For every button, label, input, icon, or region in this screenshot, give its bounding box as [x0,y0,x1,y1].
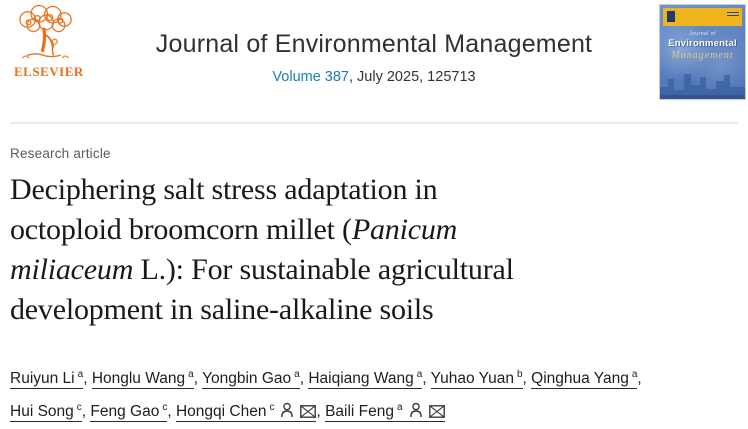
article-type-label: Research article [10,146,111,161]
cover-title-environmental: Environmental [668,38,737,49]
author-separator: , [81,402,91,420]
author-affiliation-sup: a [77,369,84,380]
author-link[interactable]: Baili Feng a [325,401,445,422]
author-person-icon[interactable] [280,402,294,418]
title-text: octoploid broomcorn millet ( [10,213,352,246]
title-text: Deciphering salt stress adaptation in [10,173,438,206]
author-link[interactable]: Honglu Wang a [91,369,194,390]
author-name: Baili Feng [325,402,394,420]
volume-link[interactable]: Volume 387 [272,68,349,85]
author-link[interactable]: Hongqi Chen c [175,401,317,422]
author-name: Feng Gao [90,402,160,420]
author-link[interactable]: Hui Song c [10,401,82,422]
author-separator: , [522,370,532,388]
author-person-icon[interactable] [409,402,423,418]
title-text: development in saline-alkaline soils [10,293,434,326]
article-main: Research article Deciphering salt stress… [10,146,738,426]
author-link[interactable]: Yuhao Yuan b [430,369,523,390]
author-link[interactable]: Qinghua Yang a [531,369,638,390]
title-species-italic: miliaceum [10,253,134,286]
cover-skyline-graphic [660,74,745,99]
journal-cover-thumbnail[interactable]: Journal of Environmental Management [659,4,746,100]
title-text: L.): For sustainable agricultural [133,253,514,286]
issue-suffix: , July 2025, 125713 [349,68,476,85]
author-separator: , [83,370,92,388]
author-name: Hongqi Chen [175,402,267,420]
cover-yellow-band [663,8,742,26]
author-name: Honglu Wang [91,370,186,388]
author-separator: , [422,370,431,388]
author-link[interactable]: Haiqiang Wang a [308,369,423,390]
author-name: Yuhao Yuan [430,370,514,388]
author-email-icon[interactable] [300,404,317,418]
author-separator: , [637,370,642,388]
cover-journal-of-label: Journal of [689,31,716,37]
title-species-italic: Panicum [351,213,458,246]
journal-header: Journal of Environmental Management Volu… [110,30,638,85]
elsevier-wordmark: ELSEVIER [14,64,84,79]
author-affiliation-sup: c [76,401,82,413]
author-affiliation-sup: b [516,369,523,380]
author-link[interactable]: Yongbin Gao a [202,369,300,390]
author-separator: , [316,402,326,420]
author-affiliation-sup: a [294,369,300,380]
header-divider [10,122,738,124]
author-name: Ruiyun Li [10,370,75,388]
author-name: Yongbin Gao [202,370,292,388]
author-affiliation-sup: a [416,369,423,380]
cover-elsevier-logo-square [666,10,676,23]
author-name: Qinghua Yang [531,370,629,388]
author-list: Ruiyun Li a, Honglu Wang a, Yongbin Gao a, … [10,361,738,426]
author-separator: , [299,370,309,388]
author-affiliation-sup: a [397,401,403,413]
author-affiliation-sup: c [269,401,275,413]
article-title: Deciphering salt stress adaptation in oct… [10,170,738,330]
volume-issue-line: Volume 387, July 2025, 125713 [110,69,638,85]
author-link[interactable]: Ruiyun Li a [10,369,84,390]
author-separator: , [193,370,203,388]
cover-volume-meta [727,12,739,18]
author-name: Haiqiang Wang [308,370,414,388]
journal-title-link[interactable]: Journal of Environmental Management [155,30,593,58]
author-link[interactable]: Feng Gao c [90,401,168,422]
author-affiliation-sup: a [188,369,194,380]
author-affiliation-sup: a [631,369,638,380]
author-separator: , [167,402,176,420]
elsevier-tree-icon [19,5,72,59]
elsevier-logo[interactable]: ELSEVIER [14,5,84,80]
author-affiliation-sup: c [162,401,168,413]
cover-title-management: Management [671,50,734,61]
author-email-icon[interactable] [428,404,445,418]
author-name: Hui Song [10,402,74,420]
